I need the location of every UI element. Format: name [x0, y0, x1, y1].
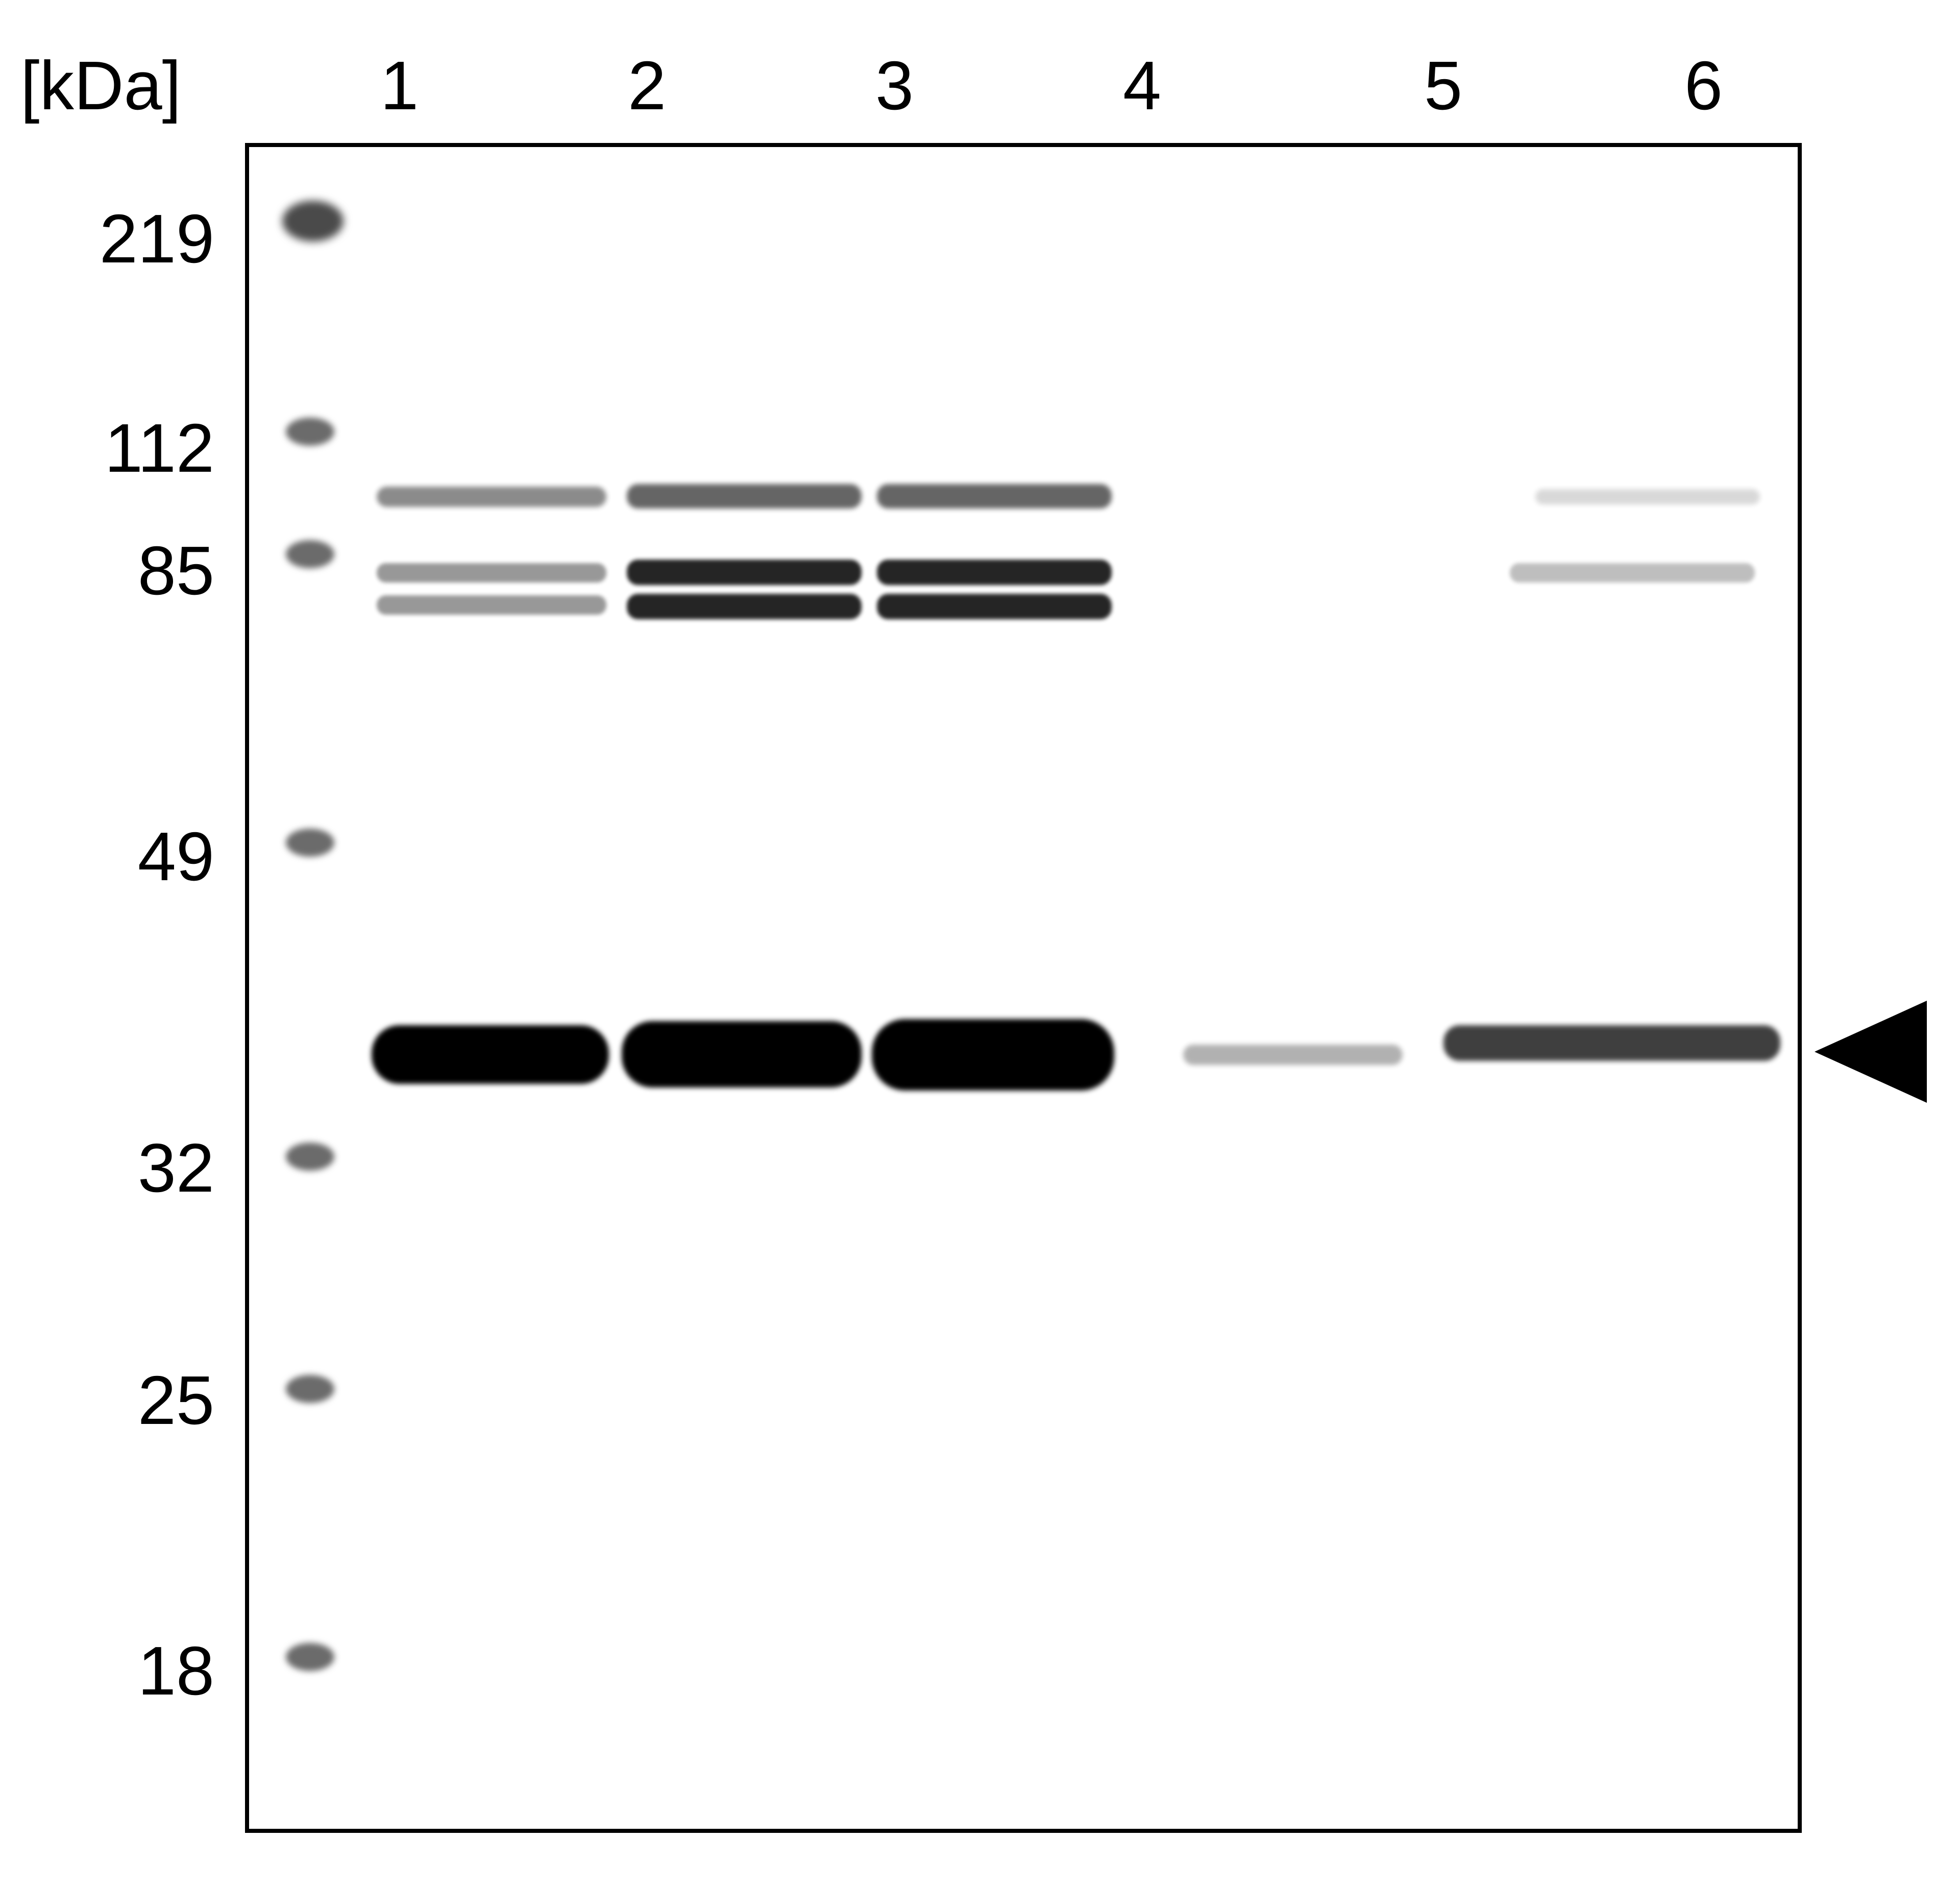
doublet-top-lane4	[877, 560, 1112, 585]
lane-number-1: 1	[380, 46, 419, 125]
mw-label-112: 112	[46, 408, 214, 488]
mw-label-18: 18	[46, 1631, 214, 1710]
band-95kda-lane6	[1535, 489, 1760, 504]
arrowhead-indicator	[1815, 1001, 1927, 1103]
mw-label-85: 85	[46, 531, 214, 610]
header-row: [kDa] 1 2 3 4 5 6	[0, 46, 1960, 138]
doublet-bot-lane4	[877, 594, 1112, 619]
doublet-top-lane3	[627, 560, 862, 585]
ladder-band-49	[286, 829, 334, 857]
mw-label-49: 49	[46, 817, 214, 896]
ladder-band-219	[282, 201, 344, 241]
lane-number-6: 6	[1684, 46, 1723, 125]
lane-number-3: 3	[875, 46, 914, 125]
lane-number-2: 2	[628, 46, 666, 125]
doublet-bot-lane2	[377, 595, 606, 615]
main-band-lane5	[1183, 1045, 1403, 1065]
mw-label-25: 25	[46, 1361, 214, 1440]
mw-label-219: 219	[46, 199, 214, 278]
doublet-single-lane6	[1510, 563, 1755, 583]
blot-frame	[245, 143, 1802, 1833]
band-95kda-lane4	[877, 484, 1112, 509]
ladder-band-85	[286, 540, 334, 568]
ladder-band-18	[286, 1643, 334, 1671]
main-band-lane2	[372, 1025, 609, 1084]
western-blot-figure: [kDa] 1 2 3 4 5 6	[0, 0, 1960, 1887]
ladder-band-112	[286, 418, 334, 446]
lane-number-4: 4	[1123, 46, 1161, 125]
main-band-lane3	[622, 1021, 862, 1087]
doublet-bot-lane3	[627, 594, 862, 619]
mw-label-32: 32	[46, 1128, 214, 1207]
main-band-lane4	[872, 1019, 1114, 1091]
doublet-top-lane2	[377, 563, 606, 583]
band-95kda-lane3	[627, 484, 862, 509]
band-95kda-lane2	[377, 487, 606, 507]
ladder-band-32	[286, 1143, 334, 1171]
main-band-lane6	[1443, 1025, 1780, 1061]
lane-number-5: 5	[1424, 46, 1462, 125]
ladder-band-25	[286, 1375, 334, 1403]
kda-unit-label: [kDa]	[20, 46, 181, 125]
